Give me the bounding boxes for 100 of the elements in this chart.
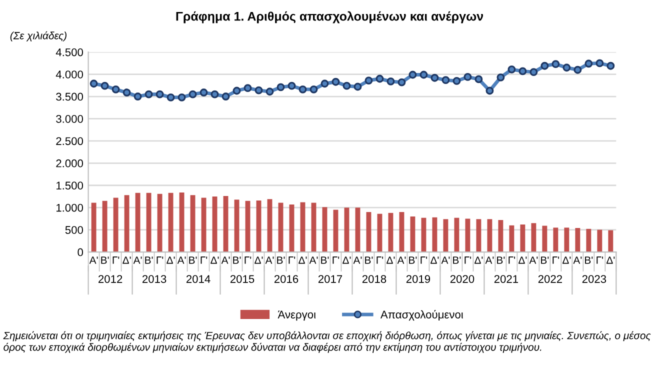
y-tick-label: 4.500	[56, 48, 84, 56]
x-tick-label: Α'	[309, 256, 318, 264]
bar	[91, 202, 96, 252]
x-tick-label: Γ'	[332, 256, 340, 264]
point	[562, 64, 571, 72]
point	[222, 92, 230, 100]
point	[376, 74, 384, 83]
x-tick-label: Α'	[529, 256, 538, 264]
point	[200, 88, 208, 96]
x-tick-label: Α'	[221, 256, 230, 264]
bar	[212, 196, 218, 252]
bar	[113, 198, 118, 252]
point	[354, 82, 362, 91]
bar	[289, 204, 294, 252]
point	[276, 83, 285, 92]
point	[386, 77, 395, 86]
x-tick-label: Β'	[101, 256, 109, 264]
point	[420, 70, 428, 79]
point	[144, 90, 153, 98]
point	[584, 60, 593, 68]
bar	[575, 228, 580, 252]
bar	[432, 217, 438, 252]
text: 2022	[538, 275, 562, 283]
x-tick-label: Β'	[453, 256, 461, 264]
bar	[245, 200, 250, 252]
y-tick-label: 1.000	[56, 204, 84, 212]
y-tick-label: 1.500	[56, 182, 84, 190]
bar	[465, 218, 470, 252]
x-tick-label: Δ'	[606, 256, 615, 264]
y-axis-title: (Σε χιλιάδες)	[10, 31, 66, 42]
x-tick-label: Γ'	[200, 256, 208, 264]
text: 2015	[230, 275, 254, 283]
point	[254, 86, 263, 94]
y-tick-label: 3.000	[56, 114, 84, 123]
point	[574, 66, 582, 74]
point	[508, 65, 516, 74]
bar	[399, 212, 404, 252]
bar	[300, 202, 306, 252]
bar	[234, 200, 240, 252]
bar	[190, 195, 196, 252]
bar	[223, 196, 228, 252]
x-tick-label: Γ'	[464, 256, 472, 264]
bar	[498, 220, 504, 252]
point	[288, 82, 296, 90]
point	[266, 88, 274, 96]
bar	[168, 192, 174, 252]
point	[552, 60, 560, 68]
point	[606, 62, 615, 70]
point	[332, 78, 340, 86]
bar	[201, 198, 206, 252]
point	[90, 80, 98, 88]
point	[408, 70, 417, 79]
x-tick-label: Γ'	[508, 256, 516, 264]
x-tick-label: Γ'	[112, 256, 120, 264]
bar	[608, 230, 614, 252]
bar	[476, 219, 482, 252]
y-tick-label: 2.000	[56, 159, 84, 168]
point	[486, 86, 494, 95]
point	[540, 62, 549, 70]
point	[518, 67, 527, 76]
legend-label: Άνεργοι	[278, 310, 316, 321]
bar	[531, 223, 536, 252]
point	[112, 85, 120, 94]
y-tick-label: 0	[78, 248, 84, 256]
x-tick-label: Δ'	[474, 256, 483, 264]
bar	[322, 207, 328, 252]
text: 2020	[450, 275, 474, 283]
y-tick-label: 500	[65, 226, 84, 234]
bar	[586, 228, 592, 252]
bar	[344, 208, 350, 252]
bar	[509, 225, 514, 252]
x-tick-label: Α'	[89, 256, 98, 264]
y-tick-label: 2.500	[56, 137, 84, 146]
point	[364, 76, 373, 84]
point	[156, 90, 164, 98]
x-tick-label: Δ'	[122, 256, 131, 264]
x-tick-label: Α'	[353, 256, 362, 264]
point	[244, 84, 252, 92]
text: 2018	[362, 275, 386, 283]
bar	[179, 192, 184, 252]
x-tick-label: Γ'	[156, 256, 164, 264]
bar	[542, 226, 548, 252]
point	[596, 59, 604, 68]
bar	[102, 200, 108, 252]
point	[430, 74, 439, 82]
x-tick-label: Γ'	[552, 256, 560, 264]
point	[232, 86, 241, 95]
point	[496, 73, 505, 82]
point	[122, 88, 131, 96]
text: 2023	[582, 275, 606, 283]
point	[178, 93, 186, 102]
point	[188, 90, 197, 98]
bar	[256, 200, 262, 252]
x-tick-label: Γ'	[596, 256, 604, 264]
x-tick-label: Δ'	[298, 256, 307, 264]
point	[442, 76, 450, 84]
bar	[454, 218, 460, 252]
bar	[311, 202, 316, 252]
bar	[278, 202, 284, 252]
text: 2014	[186, 275, 210, 283]
